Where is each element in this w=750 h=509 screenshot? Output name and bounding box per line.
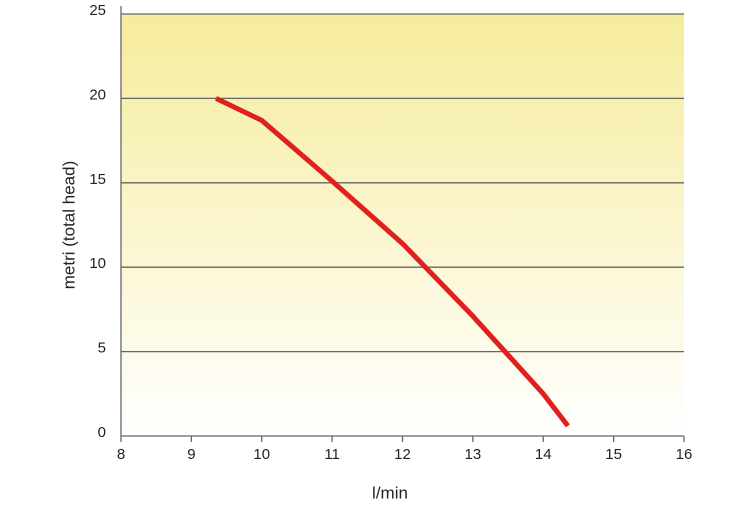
plot-background	[121, 14, 684, 436]
x-tick-label: 15	[605, 446, 622, 463]
x-tick-label: 9	[187, 446, 195, 463]
y-axis-title: metri (total head)	[59, 161, 78, 290]
y-tick-label: 10	[89, 255, 106, 272]
x-tick-label: 13	[465, 446, 482, 463]
x-tick-label: 14	[535, 446, 552, 463]
x-tick-label: 12	[394, 446, 411, 463]
x-tick-label: 10	[253, 446, 270, 463]
data-line	[214, 96, 570, 428]
x-tick-label: 11	[324, 446, 340, 463]
x-tick-label: 8	[117, 446, 125, 463]
y-tick-label: 15	[89, 171, 106, 188]
x-axis-title: l/min	[372, 483, 408, 502]
x-tick-label: 16	[676, 446, 693, 463]
y-tick-label: 25	[89, 2, 106, 19]
y-tick-label: 0	[98, 424, 106, 441]
y-tick-label: 5	[98, 340, 106, 357]
y-tick-label: 20	[89, 86, 106, 103]
